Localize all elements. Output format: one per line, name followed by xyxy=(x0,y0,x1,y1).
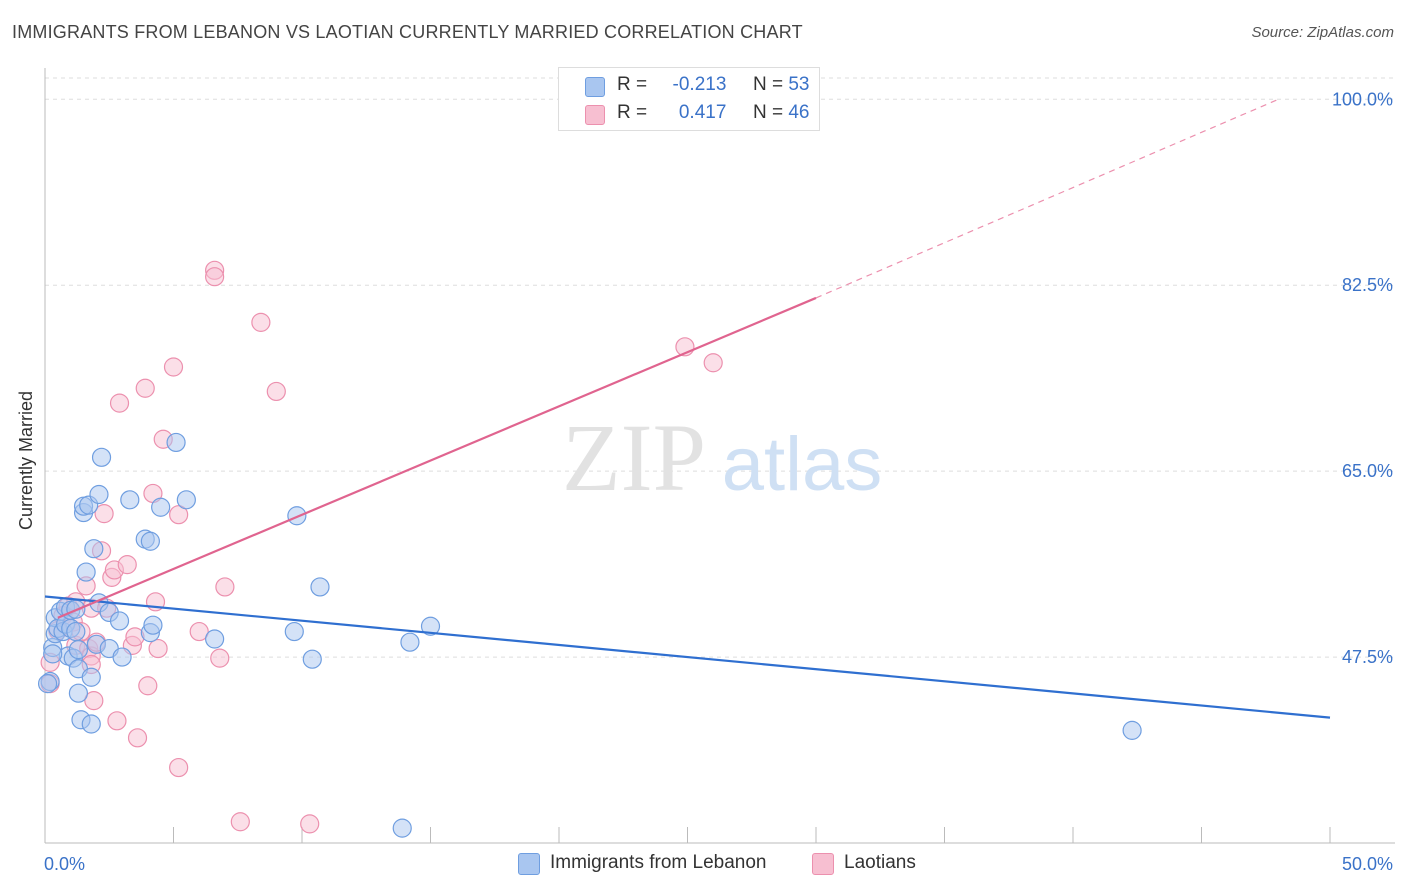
data-point xyxy=(148,638,168,659)
watermark: ZIP atlas xyxy=(562,404,882,511)
data-point xyxy=(169,757,189,778)
y-tick-label: 47.5% xyxy=(1342,647,1393,667)
data-point xyxy=(166,432,186,453)
watermark-zip: ZIP xyxy=(562,404,706,511)
data-point xyxy=(84,539,104,559)
legend-r-label: R = xyxy=(617,102,648,123)
legend-label-laotians: Laotians xyxy=(844,852,916,873)
tick-labels: 47.5% 65.0% 82.5% 100.0% 0.0% 50.0% xyxy=(44,89,1393,874)
data-point xyxy=(251,312,271,332)
data-point xyxy=(1122,720,1142,740)
data-point xyxy=(302,649,322,669)
data-point xyxy=(310,577,330,597)
data-point xyxy=(266,381,286,402)
trend-line-lebanon xyxy=(44,595,1331,719)
trend-lines xyxy=(44,98,1331,719)
data-point xyxy=(109,611,130,631)
data-point xyxy=(138,676,158,696)
legend-r-value-laotians: 0.417 xyxy=(678,102,727,123)
data-point xyxy=(66,621,86,642)
legend-label-lebanon: Immigrants from Lebanon xyxy=(550,852,767,873)
legend-swatch-laotians xyxy=(812,853,834,875)
y-tick-label: 82.5% xyxy=(1342,275,1393,295)
legend-n-value-lebanon: 53 xyxy=(788,74,810,95)
x-tick-label-max: 50.0% xyxy=(1342,854,1393,874)
legend-swatch-lebanon xyxy=(518,853,540,875)
data-point xyxy=(117,555,137,575)
data-point xyxy=(68,640,89,660)
data-point xyxy=(189,621,209,642)
data-point xyxy=(76,562,96,582)
data-point xyxy=(205,267,225,287)
legend-swatch-blue xyxy=(585,77,605,97)
legend-n-value-laotians: 46 xyxy=(788,102,810,123)
data-point xyxy=(84,691,104,711)
data-point xyxy=(89,484,109,505)
data-point xyxy=(284,621,304,642)
data-point xyxy=(140,531,160,551)
legend-swatch-pink xyxy=(585,105,605,125)
data-point xyxy=(392,818,412,838)
data-point xyxy=(135,378,155,398)
data-point xyxy=(127,728,148,748)
correlation-legend: R = -0.213 N = 53 R = 0.417 N = 46 xyxy=(558,67,820,131)
data-point xyxy=(169,505,189,525)
data-point xyxy=(109,393,130,413)
data-point xyxy=(143,615,163,635)
watermark-atlas: atlas xyxy=(722,422,883,507)
data-point xyxy=(94,504,114,524)
y-tick-label: 65.0% xyxy=(1342,461,1393,481)
chart-title: IMMIGRANTS FROM LEBANON VS LAOTIAN CURRE… xyxy=(12,22,803,42)
data-point xyxy=(151,497,171,517)
data-point xyxy=(703,353,723,373)
data-point xyxy=(68,683,89,703)
data-point xyxy=(420,616,441,636)
data-point xyxy=(107,711,127,731)
y-tick-label: 100.0% xyxy=(1332,89,1393,109)
data-point xyxy=(176,490,196,510)
legend-n-label: N = xyxy=(752,102,784,123)
data-point xyxy=(81,714,101,734)
data-point xyxy=(230,812,250,832)
data-point xyxy=(112,647,132,667)
axes xyxy=(44,68,1395,844)
legend-r-label: R = xyxy=(617,74,648,95)
data-point xyxy=(37,674,58,694)
legend-n-label: N = xyxy=(752,74,784,95)
x-tick-label-min: 0.0% xyxy=(44,854,85,874)
data-point xyxy=(91,447,112,467)
data-point xyxy=(120,490,140,510)
data-point xyxy=(81,667,101,687)
data-point xyxy=(300,814,320,834)
trend-line-laotians xyxy=(57,296,817,619)
trend-line-laotians-extension xyxy=(815,98,1279,299)
data-point xyxy=(400,632,420,652)
data-point xyxy=(215,577,235,597)
data-point xyxy=(205,629,225,649)
source-label: Source: ZipAtlas.com xyxy=(1251,24,1394,41)
data-point xyxy=(163,357,184,377)
legend-r-value-lebanon: -0.213 xyxy=(672,74,727,95)
data-point xyxy=(210,648,230,668)
data-point xyxy=(43,644,63,664)
series-legend: Immigrants from Lebanon Laotians xyxy=(0,852,1406,878)
